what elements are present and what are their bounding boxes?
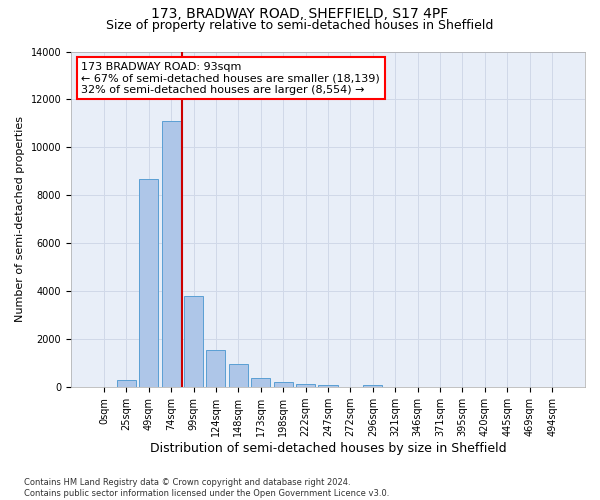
Bar <box>139 178 158 387</box>
Bar <box>296 384 315 387</box>
Text: Size of property relative to semi-detached houses in Sheffield: Size of property relative to semi-detach… <box>106 18 494 32</box>
Bar <box>251 378 271 387</box>
Bar <box>184 296 203 387</box>
Bar <box>274 382 293 387</box>
Bar <box>319 385 338 387</box>
Bar <box>364 385 382 387</box>
Text: Contains HM Land Registry data © Crown copyright and database right 2024.
Contai: Contains HM Land Registry data © Crown c… <box>24 478 389 498</box>
Text: 173 BRADWAY ROAD: 93sqm
← 67% of semi-detached houses are smaller (18,139)
32% o: 173 BRADWAY ROAD: 93sqm ← 67% of semi-de… <box>82 62 380 95</box>
Text: 173, BRADWAY ROAD, SHEFFIELD, S17 4PF: 173, BRADWAY ROAD, SHEFFIELD, S17 4PF <box>151 8 449 22</box>
Bar <box>161 121 181 387</box>
Bar <box>229 364 248 387</box>
X-axis label: Distribution of semi-detached houses by size in Sheffield: Distribution of semi-detached houses by … <box>150 442 506 455</box>
Bar <box>117 380 136 387</box>
Y-axis label: Number of semi-detached properties: Number of semi-detached properties <box>15 116 25 322</box>
Bar <box>206 350 226 387</box>
